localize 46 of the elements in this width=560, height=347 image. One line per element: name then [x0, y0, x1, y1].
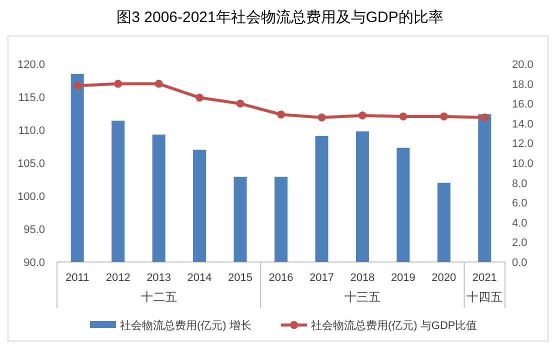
- y-tick-label: 115.0: [18, 92, 45, 104]
- y-tick-label: 105.0: [17, 158, 45, 170]
- point: [480, 113, 489, 122]
- y2-tick-label: 20.0: [512, 59, 534, 71]
- legend-label: 社会物流总费用(亿元) 与GDP比值: [311, 319, 478, 332]
- x-tick-label: 2014: [187, 272, 212, 284]
- x-tick-label: 2016: [268, 272, 294, 284]
- chart-title: 图3 2006-2021年社会物流总费用及与GDP的比率: [116, 9, 444, 26]
- x-tick-label: 2018: [350, 272, 375, 284]
- x-tick-label: 2015: [228, 272, 253, 284]
- y-tick-label: 120.0: [17, 59, 45, 71]
- x-tick-label: 2019: [390, 272, 416, 284]
- y-tick-label: 100.0: [17, 191, 45, 203]
- point: [73, 82, 82, 90]
- y2-tick-label: 0.0: [512, 257, 528, 269]
- y-tick-label: 95.0: [24, 224, 45, 236]
- point: [358, 111, 366, 120]
- y2-tick-label: 2.0: [512, 237, 528, 250]
- x-tick-label: 2017: [309, 272, 334, 284]
- point: [236, 100, 244, 108]
- point: [399, 112, 408, 120]
- legend-label: 社会物流总费用(亿元) 增长: [120, 319, 252, 332]
- x-tick-label: 2020: [432, 272, 456, 284]
- y2-tick-label: 6.0: [512, 198, 528, 210]
- y2-tick-label: 4.0: [512, 217, 528, 230]
- y2-tick-label: 18.0: [512, 78, 534, 91]
- y2-tick-label: 14.0: [512, 118, 534, 130]
- x-tick-label: 2011: [66, 272, 90, 284]
- point: [196, 94, 204, 102]
- y2-tick-label: 12.0: [512, 138, 534, 150]
- y-tick-label: 90.0: [24, 257, 45, 269]
- x-tick-label: 2013: [146, 272, 172, 284]
- text: 十四五: [466, 290, 503, 304]
- y-tick-label: 110.0: [18, 125, 45, 137]
- point: [154, 80, 163, 88]
- y2-tick-label: 8.0: [512, 178, 528, 190]
- text: 十三五: [344, 290, 380, 304]
- point: [318, 113, 326, 122]
- point: [114, 80, 122, 88]
- y2-tick-label: 16.0: [512, 98, 534, 111]
- point: [277, 110, 285, 118]
- point: [440, 112, 448, 120]
- y2-tick-label: 10.0: [512, 158, 534, 170]
- x-tick-label: 2021: [472, 272, 497, 284]
- text: 十二五: [140, 290, 177, 304]
- x-tick-label: 2012: [106, 272, 130, 284]
